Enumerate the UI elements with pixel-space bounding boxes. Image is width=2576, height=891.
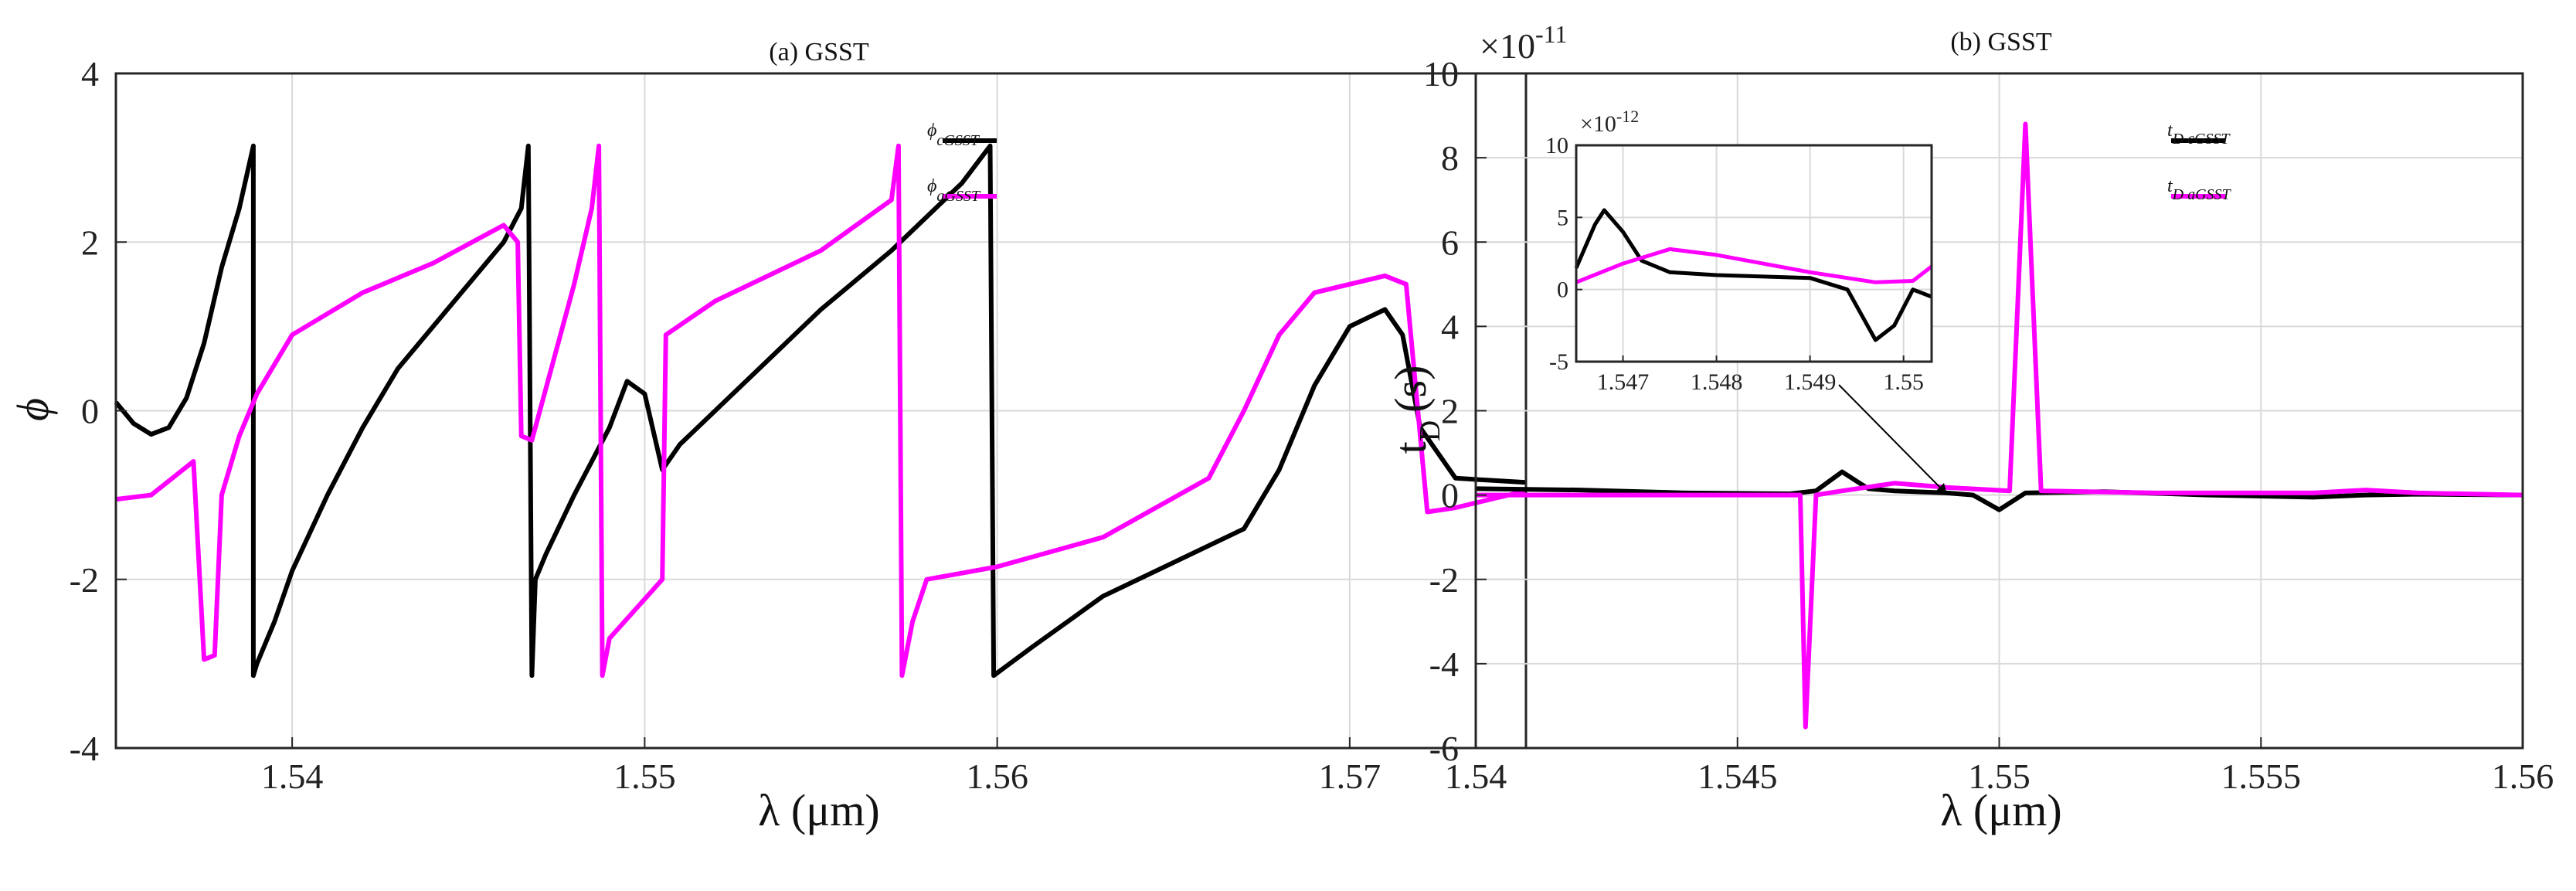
y-tick-label: 2 <box>81 223 99 262</box>
svg-text:ϕcGSST: ϕcGSST <box>927 121 980 149</box>
y-tick-label: 2 <box>1441 392 1459 431</box>
y-tick-label: 0 <box>1441 476 1459 515</box>
x-tick-label: 1.54 <box>261 757 324 796</box>
panel-b-exponent-base: ×10 <box>1480 26 1535 66</box>
y-tick-label: -4 <box>1429 644 1459 684</box>
svg-text:tD aGSST: tD aGSST <box>2167 176 2232 203</box>
panel-a-ylabel: ϕ <box>8 398 58 421</box>
panel-b-inset: 1.547 1.548 1.549 1.55 -5 0 5 10 ×10-12 <box>1545 107 1948 495</box>
inset-frame <box>1575 144 1933 363</box>
panel-b-legend: tD cGSST tD aGSST <box>2167 121 2232 203</box>
svg-text:tD(s): tD (s) <box>1385 366 1446 454</box>
inset-exponent-base: ×10 <box>1580 111 1616 137</box>
y-tick-label: -6 <box>1429 729 1459 768</box>
panel-b-ylabel-t: t <box>1385 441 1436 454</box>
legend-sub-td-agsst: D aGSST <box>2172 186 2232 203</box>
y-tick-label: 6 <box>1441 223 1459 262</box>
x-tick-label: 1.555 <box>2221 757 2302 796</box>
y-tick-label: 0 <box>1557 277 1568 303</box>
inset-arrow-head <box>1935 483 1947 495</box>
y-tick-label: 8 <box>1441 138 1459 178</box>
x-tick-label: 1.55 <box>1968 757 2031 796</box>
svg-text:×10-11: ×10-11 <box>1480 20 1567 66</box>
y-tick-label: 10 <box>1545 133 1568 158</box>
y-tick-label: 10 <box>1423 54 1459 94</box>
panel-a-title: (a) GSST <box>769 38 869 66</box>
y-tick-label: -4 <box>70 729 99 768</box>
y-tick-label: 4 <box>81 54 99 94</box>
series-line-ϕcGSST <box>114 143 1527 678</box>
x-tick-label: 1.57 <box>1319 757 1381 796</box>
x-tick-label: 1.56 <box>966 757 1028 796</box>
y-tick-label: 0 <box>81 392 99 431</box>
panel-b-ylabel-sub: D <box>1414 420 1446 441</box>
svg-text:tD cGSST: tD cGSST <box>2167 121 2231 148</box>
x-tick-label: 1.547 <box>1597 369 1650 395</box>
series-line-aGSST <box>1575 247 1933 284</box>
panel-b-exponent: -11 <box>1535 20 1567 48</box>
panel-b-title: (b) GSST <box>1950 28 2052 56</box>
x-tick-label: 1.545 <box>1698 757 1778 796</box>
legend-symbol-cgsst: ϕ <box>927 121 936 141</box>
inset-exponent: -12 <box>1616 107 1639 126</box>
x-tick-label: 1.548 <box>1691 369 1743 395</box>
legend-symbol-agsst: ϕ <box>927 176 936 196</box>
series-line-tD-aGSST <box>1476 121 2523 729</box>
inset-pointer-arrow <box>1838 384 1948 495</box>
x-tick-label: 1.55 <box>613 757 676 796</box>
panel-b-xlabel: λ (μm) <box>1940 785 2061 835</box>
y-tick-label: -2 <box>70 560 99 600</box>
y-tick-label: 4 <box>1441 307 1459 346</box>
panel-b-ylabel-unit: (s) <box>1385 366 1436 413</box>
inset-background <box>1576 145 1932 362</box>
panel-a-xlabel: λ (μm) <box>758 785 879 835</box>
x-tick-label: 1.56 <box>2492 757 2554 796</box>
series-line-ϕaGSST <box>115 143 1527 678</box>
x-tick-label: 1.549 <box>1784 369 1837 395</box>
y-tick-label: -2 <box>1429 560 1459 600</box>
y-tick-label: -5 <box>1549 349 1568 375</box>
svg-text:ϕaGSST: ϕaGSST <box>927 176 981 205</box>
legend-symbol-td-cgsst: t <box>2167 121 2173 141</box>
series-line-cGSST <box>1574 208 1932 342</box>
panel-a-legend: ϕcGSST ϕaGSST <box>927 121 997 205</box>
x-tick-label: 1.54 <box>1445 757 1507 796</box>
legend-symbol-td-agsst: t <box>2167 176 2173 196</box>
y-tick-label: 5 <box>1557 205 1568 230</box>
legend-sub-td-cgsst: D cGSST <box>2172 131 2231 148</box>
x-tick-label: 1.55 <box>1883 369 1924 395</box>
svg-text:×10-12: ×10-12 <box>1580 107 1639 137</box>
legend-sub-agsst: aGSST <box>936 188 980 205</box>
legend-sub-cgsst: cGSST <box>936 132 980 149</box>
